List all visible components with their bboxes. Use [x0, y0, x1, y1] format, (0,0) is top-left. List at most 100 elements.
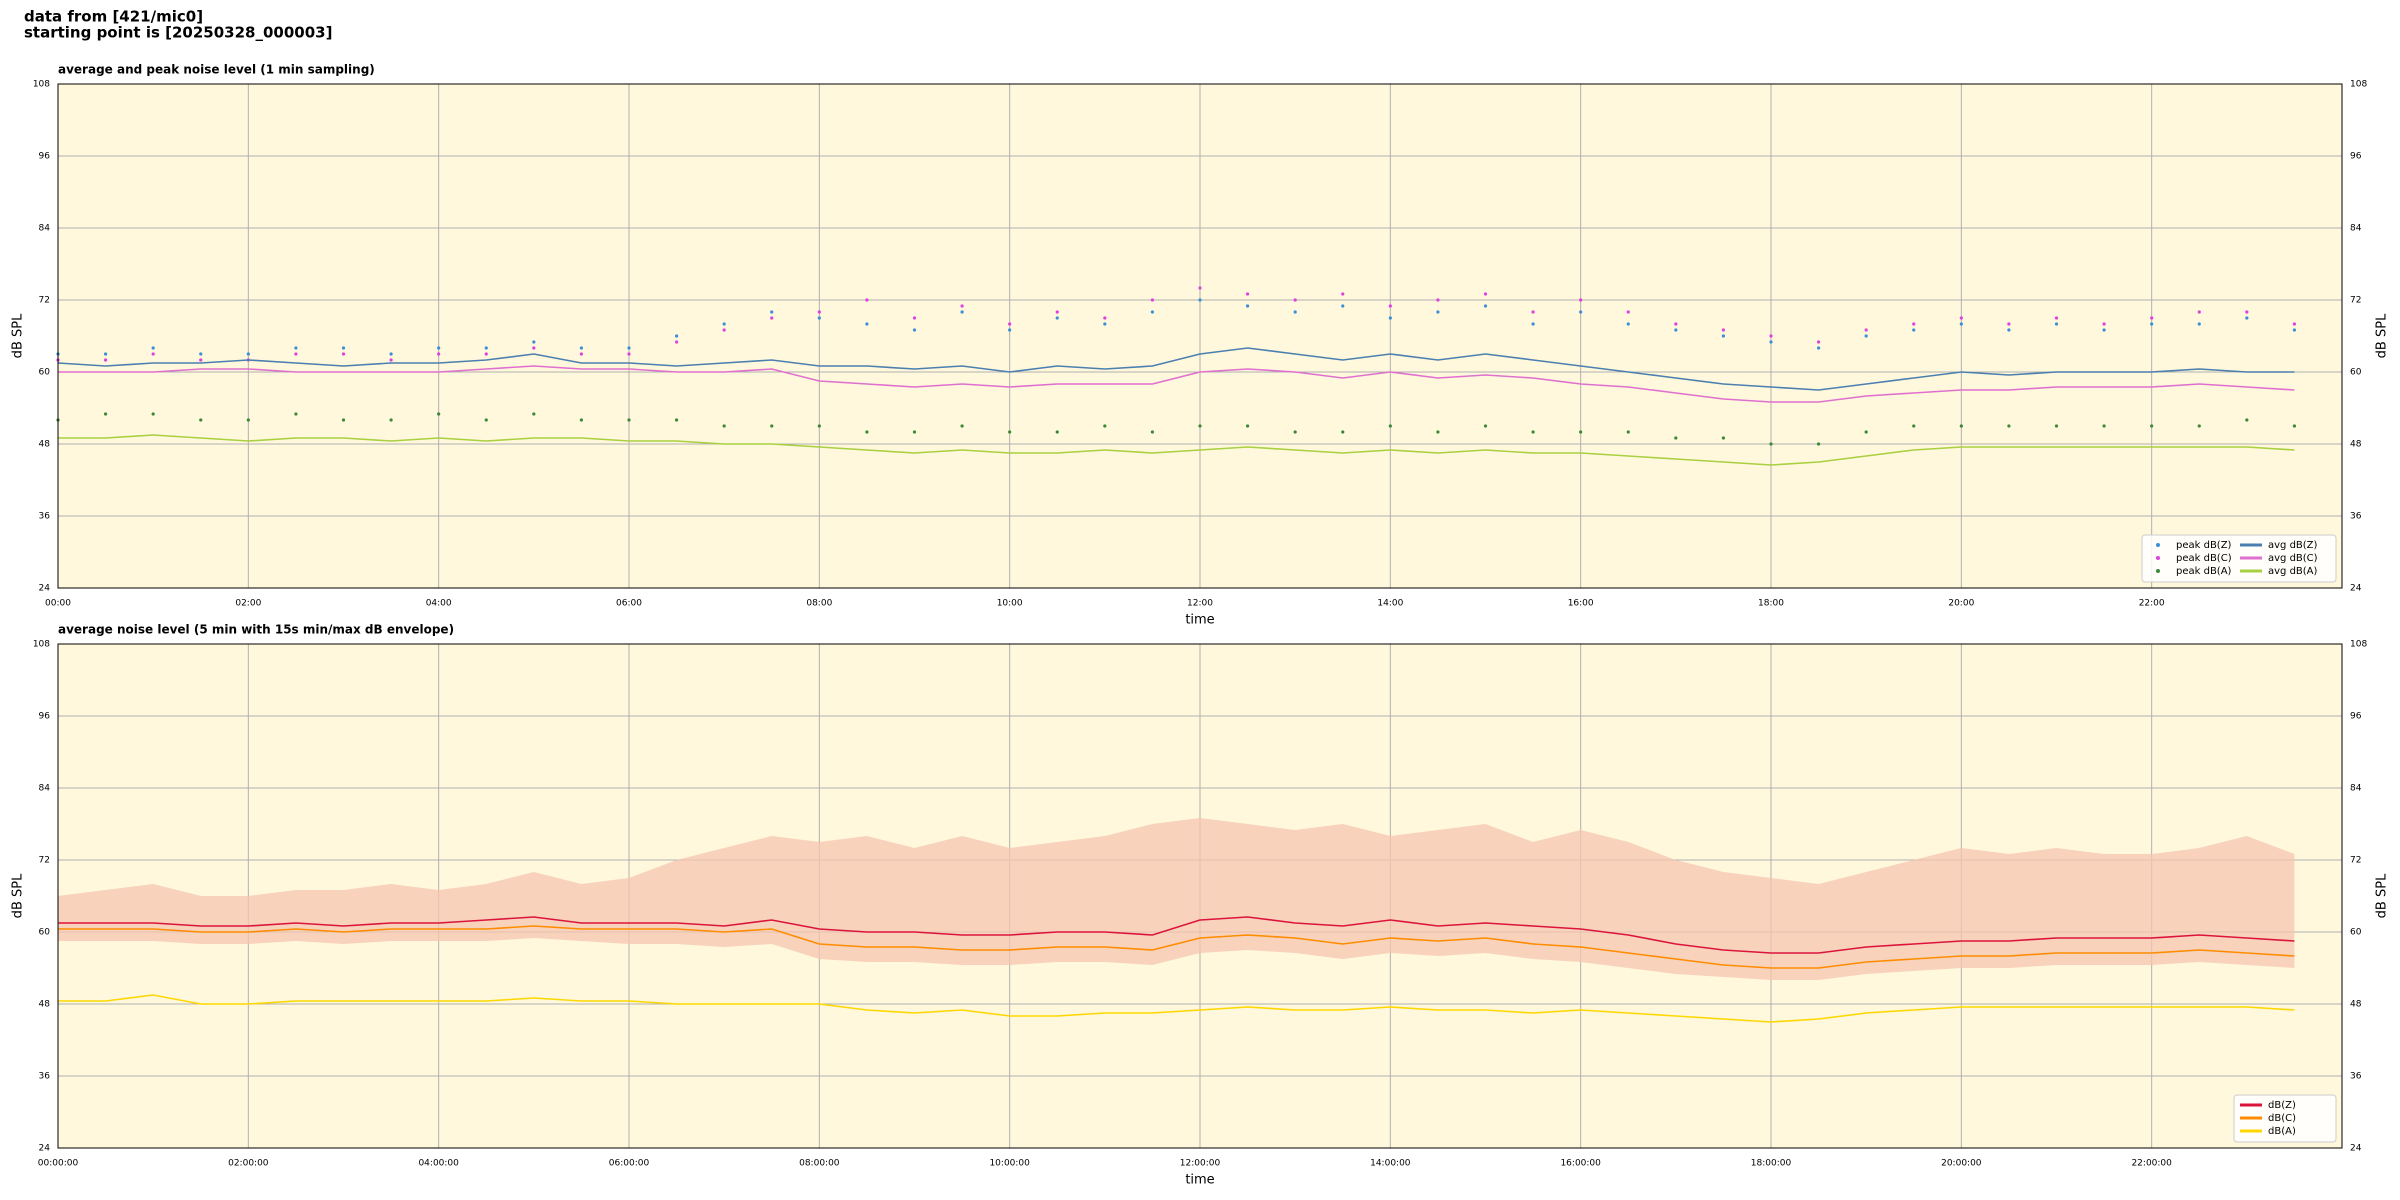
peak-dot: [341, 352, 346, 356]
peak-dot: [1721, 436, 1726, 440]
peak-dot: [532, 346, 536, 350]
peak-dot: [1150, 310, 1155, 314]
x-axis-label: time: [1185, 613, 1214, 628]
peak-dot: [1816, 346, 1821, 350]
peak-dot: [1293, 430, 1297, 434]
y-tick-label-right: 48: [2350, 1000, 2362, 1010]
peak-dot: [770, 424, 774, 428]
legend-label: peak dB(C): [2176, 553, 2232, 564]
peak-dot: [1579, 310, 1583, 314]
peak-dot: [294, 346, 298, 350]
peak-dot: [2292, 322, 2297, 326]
peak-dot: [1293, 310, 1297, 314]
peak-dot: [294, 352, 298, 356]
peak-dot: [199, 418, 203, 422]
peak-dot: [2102, 322, 2106, 326]
series-line: [58, 925, 2295, 969]
series-line: [58, 916, 2295, 954]
y-axis-label: dB SPL: [11, 873, 26, 918]
peak-dot: [1674, 328, 1678, 332]
peak-dot: [1150, 298, 1155, 302]
peak-dot: [1531, 430, 1535, 434]
peak-dot: [674, 334, 679, 338]
y-axis-label-right: dB SPL: [2375, 873, 2390, 918]
peak-dot: [1388, 316, 1392, 320]
peak-dot: [722, 424, 726, 428]
peak-dot: [1150, 430, 1155, 434]
x-tick-label: 10:00:00: [989, 1159, 1030, 1169]
peak-dot: [1959, 322, 1963, 326]
peak-dot: [2150, 424, 2154, 428]
header-line: data from [421/mic0]: [24, 8, 203, 26]
peak-dot: [2054, 316, 2059, 320]
legend-label: avg dB(Z): [2268, 540, 2318, 551]
peak-dot: [1626, 322, 1630, 326]
peak-dot: [1721, 328, 1726, 332]
peak-dot: [246, 352, 250, 356]
peak-dot: [817, 310, 821, 314]
peak-dot: [1008, 328, 1012, 332]
peak-dot: [1769, 442, 1773, 446]
peak-dot: [1769, 340, 1773, 344]
x-tick-label: 12:00: [1187, 599, 1213, 609]
peak-dot: [1388, 424, 1392, 428]
peak-dot: [151, 352, 155, 356]
legend-label: dB(Z): [2268, 1100, 2296, 1111]
y-tick-label: 36: [39, 512, 51, 522]
peak-dot: [1388, 304, 1392, 308]
peak-dot: [674, 418, 679, 422]
peak-dot: [674, 340, 679, 344]
x-tick-label: 22:00:00: [2131, 1159, 2172, 1169]
peak-dot: [627, 418, 631, 422]
peak-dot: [1674, 322, 1678, 326]
x-tick-label: 00:00:00: [38, 1159, 79, 1169]
y-tick-label-right: 84: [2350, 224, 2362, 234]
y-tick-label-right: 96: [2350, 152, 2362, 162]
peak-dot: [1816, 442, 1821, 446]
y-tick-label-right: 72: [2350, 856, 2361, 866]
y-tick-label: 48: [39, 1000, 51, 1010]
legend-label: avg dB(A): [2268, 566, 2318, 577]
y-tick-label: 36: [39, 1072, 51, 1082]
peak-dot: [770, 316, 774, 320]
series-line: [58, 994, 2295, 1023]
peak-dot: [294, 412, 298, 416]
peak-dot: [865, 322, 869, 326]
peak-dot: [817, 316, 821, 320]
y-axis-label: dB SPL: [11, 313, 26, 358]
legend-label: dB(C): [2268, 1113, 2296, 1124]
x-tick-label: 18:00:00: [1751, 1159, 1792, 1169]
y-tick-label-right: 84: [2350, 784, 2362, 794]
peak-dot: [1055, 316, 1059, 320]
peak-dot: [1626, 310, 1630, 314]
peak-dot: [1579, 430, 1583, 434]
peak-dot: [532, 412, 536, 416]
peak-dot: [1103, 322, 1107, 326]
peak-dot: [1103, 424, 1107, 428]
y-tick-label-right: 60: [2350, 928, 2362, 938]
peak-dot: [912, 328, 917, 332]
peak-dot: [1531, 310, 1535, 314]
peak-dot: [2007, 328, 2011, 332]
header-line: starting point is [20250328_000003]: [24, 24, 332, 42]
x-tick-label: 16:00: [1568, 599, 1594, 609]
envelope-area: [58, 818, 2295, 980]
peak-dot: [1483, 292, 1488, 296]
x-tick-label: 08:00:00: [799, 1159, 840, 1169]
legend-label: avg dB(C): [2268, 553, 2318, 564]
legend-label: dB(A): [2268, 1126, 2296, 1137]
y-tick-label: 24: [39, 1144, 51, 1154]
peak-dot: [103, 352, 108, 356]
peak-dot: [1912, 424, 1916, 428]
x-tick-label: 00:00: [45, 599, 71, 609]
peak-dot: [2007, 322, 2011, 326]
peak-dot: [1864, 430, 1868, 434]
series-line: [57, 347, 2295, 391]
peak-dot: [912, 316, 917, 320]
peak-dot: [1198, 424, 1202, 428]
peak-dot: [532, 340, 536, 344]
peak-dot: [1959, 424, 1963, 428]
peak-dot: [1674, 436, 1678, 440]
peak-dot: [1864, 328, 1868, 332]
